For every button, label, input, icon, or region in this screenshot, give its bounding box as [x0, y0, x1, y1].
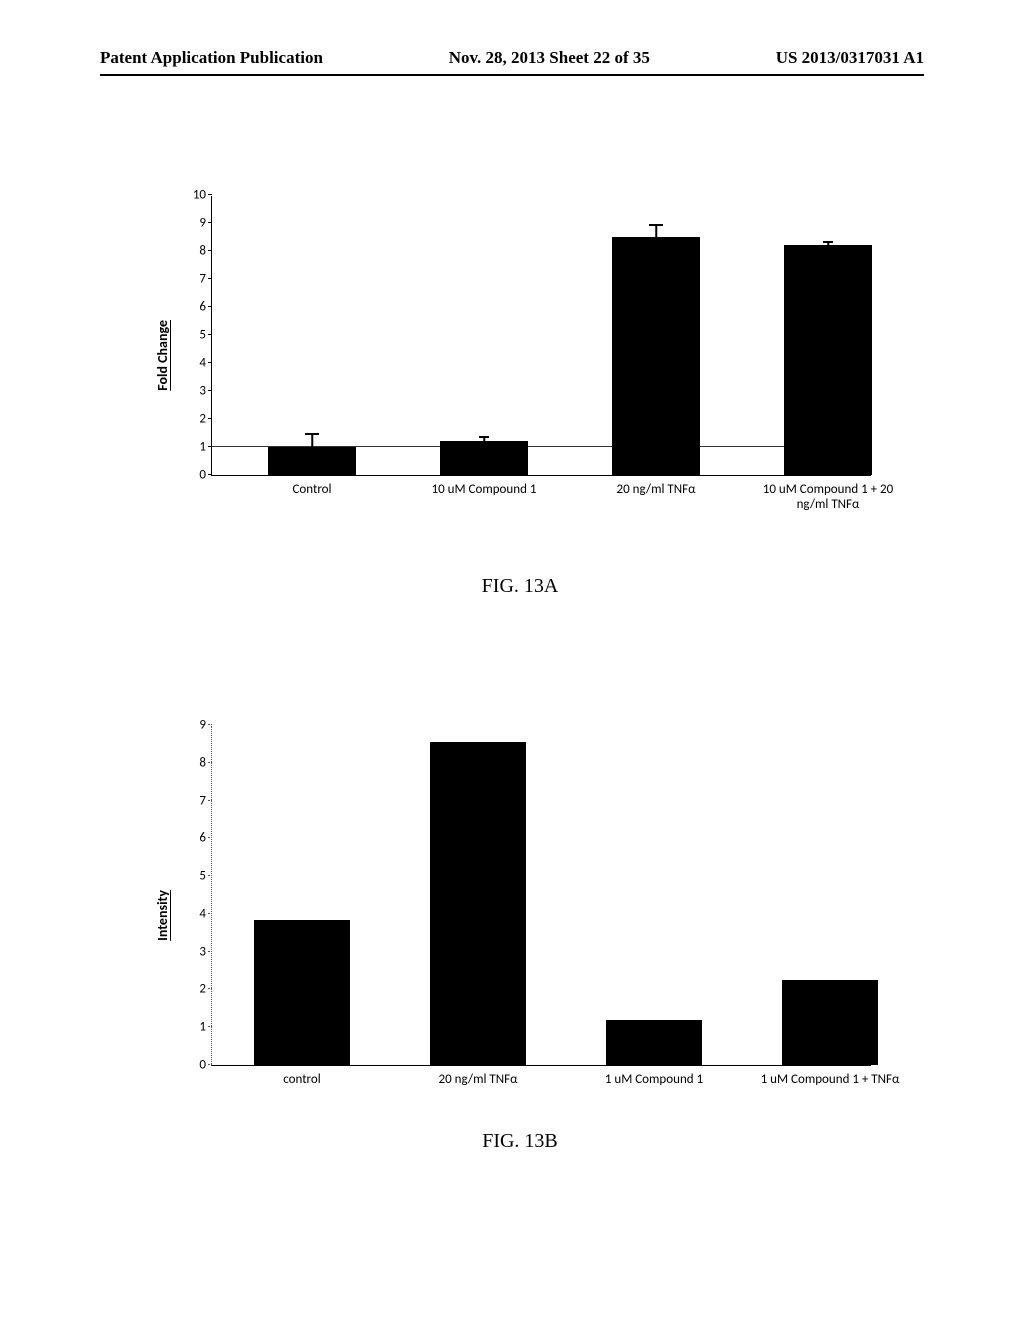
chart-bar: [440, 441, 528, 475]
chart-ytick-mark: [208, 194, 212, 195]
chart-ytick-mark: [208, 875, 212, 876]
chart-ytick-mark: [208, 1064, 212, 1065]
chart-ytick-mark: [208, 390, 212, 391]
chart-ytick-label: 10: [182, 188, 206, 203]
chart-a-wrap: Fold Change 0 1 2 3 4 5 6 7 8 9 10 Control 10 uM Com…: [150, 190, 890, 520]
header-center: Nov. 28, 2013 Sheet 22 of 35: [449, 48, 650, 68]
chart-b-ylabel: Intensity: [150, 890, 175, 941]
chart-ytick-mark: [208, 362, 212, 363]
chart-xlabel: 1 uM Compound 1 + TNFα: [755, 1072, 905, 1087]
chart-ytick-mark: [208, 222, 212, 223]
figure-13b-caption: FIG. 13B: [150, 1130, 890, 1153]
chart-xlabel: Control: [237, 482, 387, 497]
figure-13a-caption: FIG. 13A: [150, 575, 890, 598]
chart-xlabel: control: [227, 1072, 377, 1087]
chart-ytick-label: 0: [182, 1058, 206, 1073]
chart-bar: [782, 980, 878, 1065]
chart-bar: [254, 920, 350, 1065]
chart-ytick-label: 3: [182, 944, 206, 959]
chart-ytick-label: 4: [182, 356, 206, 371]
chart-ytick-label: 7: [182, 272, 206, 287]
header-right: US 2013/0317031 A1: [776, 48, 924, 68]
chart-ytick-mark: [208, 250, 212, 251]
chart-xlabel: 20 ng/ml TNFα: [403, 1072, 553, 1087]
chart-ytick-label: 4: [182, 906, 206, 921]
chart-ytick-mark: [208, 913, 212, 914]
chart-ytick-label: 2: [182, 412, 206, 427]
chart-ytick-label: 0: [182, 468, 206, 483]
chart-bar: [430, 742, 526, 1065]
chart-ytick-mark: [208, 988, 212, 989]
header-rule: [100, 74, 924, 76]
chart-ytick-mark: [208, 418, 212, 419]
chart-a: 0 1 2 3 4 5 6 7 8 9 10 Control 10 uM Compound 1 20 ng…: [175, 190, 875, 520]
chart-b-plot-area: 0123456789control20 ng/ml TNFα1 uM Compo…: [211, 726, 871, 1066]
chart-ytick-mark: [208, 278, 212, 279]
chart-ytick-label: 8: [182, 244, 206, 259]
chart-ytick-mark: [208, 724, 212, 725]
chart-ytick-label: 5: [182, 328, 206, 343]
header-left: Patent Application Publication: [100, 48, 323, 68]
chart-ytick-label: 5: [182, 869, 206, 884]
chart-ytick-label: 8: [182, 755, 206, 770]
figure-13b: Intensity 0 1 2 3 4 5 6 7 8 9 control 20 ng/ml TNFα…: [150, 720, 890, 1153]
chart-ytick-label: 1: [182, 1020, 206, 1035]
chart-b: 0 1 2 3 4 5 6 7 8 9 control 20 ng/ml TNFα 1 uM Compo…: [175, 720, 875, 1110]
chart-ytick-label: 9: [182, 718, 206, 733]
chart-ytick-label: 3: [182, 384, 206, 399]
chart-bar: [612, 237, 700, 475]
chart-ytick-mark: [208, 800, 212, 801]
chart-ytick-label: 2: [182, 982, 206, 997]
chart-ytick-mark: [208, 306, 212, 307]
chart-bar: [268, 447, 356, 475]
chart-bar: [606, 1020, 702, 1065]
chart-ytick-mark: [208, 951, 212, 952]
chart-xlabel: 10 uM Compound 1 + 20 ng/ml TNFα: [753, 482, 903, 512]
chart-xlabel: 10 uM Compound 1: [409, 482, 559, 497]
chart-ytick-label: 6: [182, 300, 206, 315]
chart-ytick-mark: [208, 1026, 212, 1027]
figure-13a: Fold Change 0 1 2 3 4 5 6 7 8 9 10 Control 10 uM Com…: [150, 190, 890, 598]
page-header: Patent Application Publication Nov. 28, …: [0, 48, 1024, 68]
chart-b-wrap: Intensity 0 1 2 3 4 5 6 7 8 9 control 20 ng/ml TNFα…: [150, 720, 890, 1110]
chart-ytick-label: 7: [182, 793, 206, 808]
chart-ytick-label: 6: [182, 831, 206, 846]
chart-bar: [784, 245, 872, 475]
chart-ytick-mark: [208, 334, 212, 335]
chart-a-ylabel: Fold Change: [150, 320, 175, 391]
chart-ytick-mark: [208, 762, 212, 763]
chart-xlabel: 1 uM Compound 1: [579, 1072, 729, 1087]
chart-ytick-mark: [208, 474, 212, 475]
chart-a-plot-area: 012345678910Control10 uM Compound 120 ng…: [211, 196, 871, 476]
chart-ytick-mark: [208, 837, 212, 838]
chart-ytick-label: 9: [182, 216, 206, 231]
chart-xlabel: 20 ng/ml TNFα: [581, 482, 731, 497]
chart-ytick-label: 1: [182, 440, 206, 455]
